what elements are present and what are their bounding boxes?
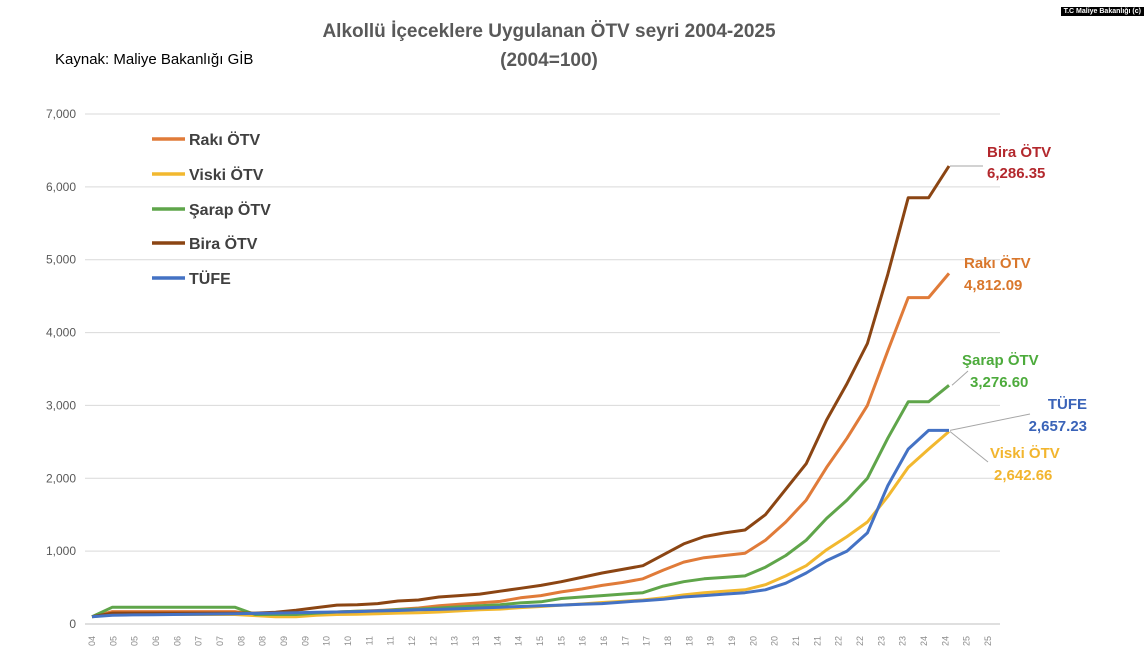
x-tick-label: 06 xyxy=(151,636,161,646)
x-tick-label: 17 xyxy=(620,636,630,646)
chart-subtitle: (2004=100) xyxy=(500,50,598,71)
x-tick-label: 24 xyxy=(919,636,929,646)
legend-label: Viski ÖTV xyxy=(189,165,264,184)
x-tick-label: 13 xyxy=(471,636,481,646)
end-label-value: 6,286.35 xyxy=(987,165,1045,182)
end-label-value: 3,276.60 xyxy=(970,374,1028,391)
x-tick-label: 05 xyxy=(108,636,118,646)
x-tick-label: 19 xyxy=(727,636,737,646)
series-lines xyxy=(91,165,951,619)
x-tick-label: 15 xyxy=(556,636,566,646)
watermark: T.C Maliye Bakanlığı (c) xyxy=(1060,7,1144,16)
x-tick-label: 17 xyxy=(642,636,652,646)
y-tick-label: 7,000 xyxy=(46,107,76,121)
x-tick-label: 11 xyxy=(386,636,396,645)
x-tick-label: 08 xyxy=(258,636,268,646)
x-tick-label: 11 xyxy=(364,636,374,645)
y-tick-label: 3,000 xyxy=(46,398,76,412)
end-labels: Bira ÖTV 6,286.35 Rakı ÖTV 4,812.09 Şarap ÖT… xyxy=(949,144,1087,484)
y-tick-label: 6,000 xyxy=(46,180,76,194)
x-axis: 04 05 05 06 06 07 07 08 08 09 09 10 10 11 11 12 12 13 13 14… xyxy=(87,636,993,646)
x-tick-label: 13 xyxy=(450,636,460,646)
end-label-name: Viski ÖTV xyxy=(990,445,1060,462)
end-label-name: Rakı ÖTV xyxy=(964,255,1031,272)
legend: Rakı ÖTV Viski ÖTV Şarap ÖTV Bira ÖTV TÜFE xyxy=(152,130,271,288)
x-tick-label: 23 xyxy=(898,636,908,646)
end-label-name: Şarap ÖTV xyxy=(962,352,1039,369)
x-tick-label: 12 xyxy=(407,636,417,646)
x-tick-label: 22 xyxy=(834,636,844,646)
x-tick-label: 22 xyxy=(855,636,865,646)
x-tick-label: 14 xyxy=(514,636,524,646)
x-tick-label: 20 xyxy=(748,636,758,646)
legend-label: Rakı ÖTV xyxy=(189,130,260,149)
end-label-value: 4,812.09 xyxy=(964,277,1022,294)
leader-line xyxy=(951,370,969,386)
leader-line xyxy=(949,431,989,463)
y-axis: 0 1,000 2,000 3,000 4,000 5,000 6,000 7,000 xyxy=(46,107,76,631)
y-tick-label: 1,000 xyxy=(46,544,76,558)
source-note: Kaynak: Maliye Bakanlığı GİB xyxy=(55,50,253,68)
x-tick-label: 16 xyxy=(599,636,609,646)
x-tick-label: 19 xyxy=(706,636,716,646)
x-tick-label: 18 xyxy=(684,636,694,646)
legend-label: TÜFE xyxy=(189,269,231,288)
x-tick-label: 25 xyxy=(962,636,972,646)
legend-label: Şarap ÖTV xyxy=(189,200,271,219)
x-tick-label: 05 xyxy=(130,636,140,646)
y-tick-label: 0 xyxy=(69,617,76,631)
x-tick-label: 07 xyxy=(215,636,225,646)
x-tick-label: 09 xyxy=(300,636,310,646)
gridlines xyxy=(85,113,1000,625)
x-tick-label: 21 xyxy=(791,636,801,646)
x-tick-label: 25 xyxy=(983,636,993,646)
leader-line xyxy=(949,413,1031,431)
x-tick-label: 04 xyxy=(87,636,97,646)
y-tick-label: 4,000 xyxy=(46,326,76,340)
x-tick-label: 18 xyxy=(663,636,673,646)
x-tick-label: 10 xyxy=(322,636,332,646)
x-tick-label: 20 xyxy=(770,636,780,646)
x-tick-label: 08 xyxy=(236,636,246,646)
end-label-value: 2,657.23 xyxy=(1029,418,1087,435)
x-tick-label: 24 xyxy=(940,636,950,646)
series-line-3 xyxy=(91,165,951,619)
y-tick-label: 2,000 xyxy=(46,471,76,485)
series-line-4 xyxy=(91,428,949,619)
x-tick-label: 12 xyxy=(428,636,438,646)
end-label-value: 2,642.66 xyxy=(994,467,1052,484)
end-label-name: TÜFE xyxy=(1048,396,1087,413)
legend-label: Bira ÖTV xyxy=(189,234,258,253)
chart-title: Alkollü İçeceklere Uygulanan ÖTV seyri 2… xyxy=(322,21,776,42)
series-line-2 xyxy=(91,384,950,619)
end-label-name: Bira ÖTV xyxy=(987,144,1051,161)
x-tick-label: 06 xyxy=(172,636,182,646)
x-tick-label: 07 xyxy=(194,636,204,646)
x-tick-label: 15 xyxy=(535,636,545,646)
x-tick-label: 09 xyxy=(279,636,289,646)
y-tick-label: 5,000 xyxy=(46,253,76,267)
x-tick-label: 14 xyxy=(492,636,502,646)
x-tick-label: 10 xyxy=(343,636,353,646)
x-tick-label: 16 xyxy=(578,636,588,646)
x-tick-label: 23 xyxy=(876,636,886,646)
x-tick-label: 21 xyxy=(812,636,822,646)
